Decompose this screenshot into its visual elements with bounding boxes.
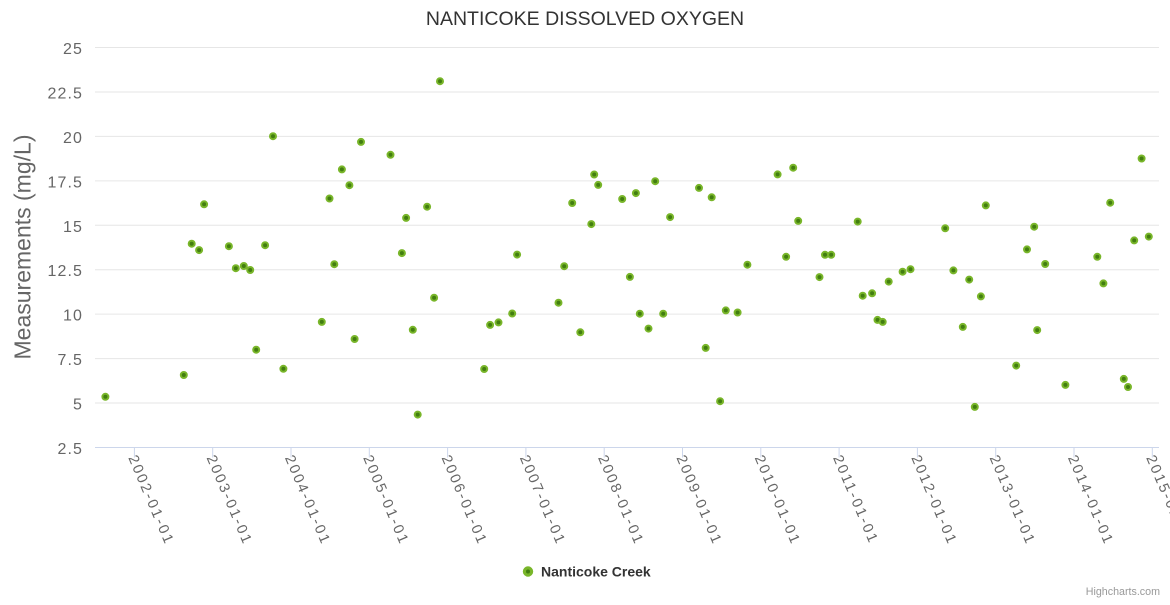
svg-text:Highcharts.com: Highcharts.com — [1086, 586, 1160, 598]
svg-text:Nanticoke Creek: Nanticoke Creek — [541, 564, 651, 580]
svg-text:25: 25 — [63, 41, 83, 58]
svg-text:2.5: 2.5 — [57, 441, 83, 458]
svg-text:5: 5 — [73, 397, 83, 414]
svg-text:20: 20 — [63, 130, 83, 147]
svg-text:15: 15 — [63, 219, 83, 236]
svg-text:22.5: 22.5 — [47, 85, 83, 102]
svg-text:10: 10 — [63, 308, 83, 325]
svg-text:17.5: 17.5 — [47, 174, 83, 191]
svg-text:Measurements (mg/L): Measurements (mg/L) — [10, 135, 36, 360]
svg-text:NANTICOKE DISSOLVED OXYGEN: NANTICOKE DISSOLVED OXYGEN — [426, 8, 744, 30]
svg-text:7.5: 7.5 — [57, 352, 83, 369]
svg-text:12.5: 12.5 — [47, 263, 83, 280]
